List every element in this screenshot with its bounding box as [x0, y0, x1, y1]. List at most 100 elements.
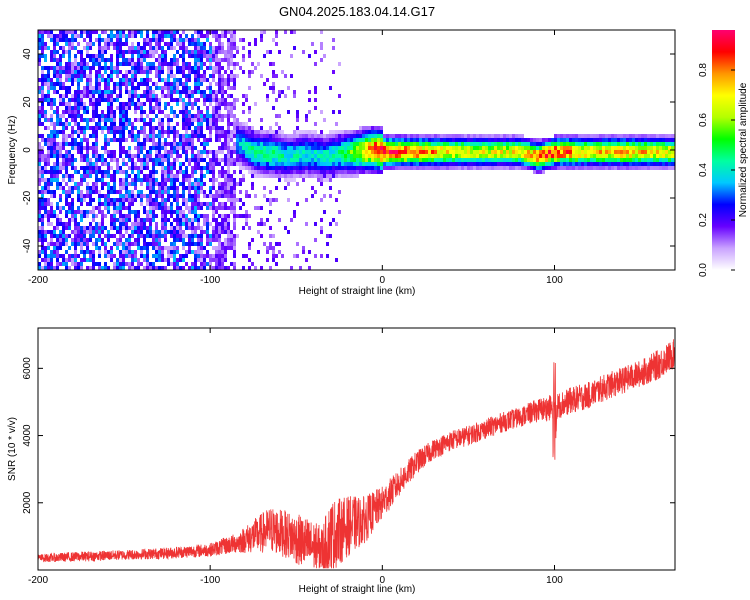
spectrogram-cell — [593, 162, 596, 166]
spectrogram-cell — [326, 178, 329, 182]
spectrogram-cell — [218, 202, 221, 206]
spectrogram-cell — [77, 122, 80, 126]
spectrogram-cell — [62, 30, 65, 34]
spectrogram-cell — [188, 246, 191, 250]
spectrogram-cell — [95, 142, 98, 146]
spectrogram-cell — [389, 154, 392, 158]
spectrogram-cell — [239, 206, 242, 210]
spectrogram-cell — [395, 166, 398, 170]
spectrogram-cell — [419, 150, 422, 154]
spectrogram-cell — [134, 258, 137, 262]
spectrogram-cell — [185, 250, 188, 254]
spectrogram-cell — [101, 202, 104, 206]
spectrogram-cell — [59, 146, 62, 150]
spectrogram-cell — [197, 58, 200, 62]
spectrogram-cell — [140, 82, 143, 86]
spectrogram-cell — [188, 198, 191, 202]
spectrogram-cell — [104, 126, 107, 130]
spectrogram-cell — [104, 86, 107, 90]
spectrogram-cell — [65, 166, 68, 170]
spectrogram-cell — [611, 162, 614, 166]
spectrogram-cell — [173, 130, 176, 134]
spectrogram-cell — [140, 146, 143, 150]
spectrogram-cell — [65, 38, 68, 42]
spectrogram-cell — [125, 198, 128, 202]
spectrogram-cell — [92, 214, 95, 218]
spectrogram-cell — [101, 154, 104, 158]
spectrogram-cell — [215, 230, 218, 234]
spectrogram-cell — [155, 154, 158, 158]
spectrogram-cell — [92, 218, 95, 222]
spectrogram-cell — [74, 54, 77, 58]
spectrogram-cell — [209, 242, 212, 246]
spectrogram-cell — [575, 150, 578, 154]
spectrogram-cell — [104, 202, 107, 206]
spectrogram-cell — [266, 78, 269, 82]
spectrogram-cell — [143, 82, 146, 86]
spectrogram-cell — [665, 134, 668, 138]
spectrogram-cell — [365, 134, 368, 138]
spectrogram-cell — [119, 194, 122, 198]
spectrogram-cell — [122, 78, 125, 82]
spectrogram-cell — [89, 134, 92, 138]
spectrogram-cell — [647, 154, 650, 158]
spectrogram-cell — [197, 154, 200, 158]
spectrogram-cell — [302, 170, 305, 174]
spectrogram-cell — [110, 102, 113, 106]
spectrogram-cell — [278, 242, 281, 246]
spectrogram-cell — [137, 234, 140, 238]
spectrogram-cell — [107, 38, 110, 42]
spectrogram-cell — [581, 134, 584, 138]
spectrogram-cell — [194, 202, 197, 206]
spectrogram-cell — [269, 126, 272, 130]
spectrogram-cell — [77, 194, 80, 198]
spectrogram-cell — [404, 138, 407, 142]
spectrogram-cell — [68, 58, 71, 62]
spectrogram-cell — [62, 54, 65, 58]
spectrogram-cell — [341, 146, 344, 150]
spectrogram-cell — [431, 166, 434, 170]
spectrogram-cell — [125, 78, 128, 82]
spectrogram-cell — [266, 218, 269, 222]
spectrogram-cell — [110, 126, 113, 130]
spectrogram-cell — [215, 134, 218, 138]
spectrogram-cell — [293, 138, 296, 142]
spectrogram-cell — [293, 142, 296, 146]
spectrogram-cell — [104, 30, 107, 34]
spectrogram-cell — [140, 130, 143, 134]
spectrogram-cell — [590, 166, 593, 170]
spectrogram-cell — [275, 134, 278, 138]
spectrogram-cell — [143, 70, 146, 74]
spectrogram-cell — [77, 150, 80, 154]
spectrogram-cell — [50, 86, 53, 90]
spectrogram-cell — [335, 174, 338, 178]
spectrogram-cell — [107, 46, 110, 50]
spectrogram-cell — [182, 110, 185, 114]
spectrogram-cell — [104, 114, 107, 118]
spectrogram-cell — [200, 226, 203, 230]
spectrogram-cell — [116, 30, 119, 34]
spectrogram-cell — [491, 166, 494, 170]
spectrogram-cell — [59, 78, 62, 82]
spectrogram-cell — [104, 38, 107, 42]
spectrogram-cell — [131, 66, 134, 70]
spectrogram-cell — [44, 190, 47, 194]
spectrogram-cell — [131, 138, 134, 142]
spectrogram-cell — [137, 54, 140, 58]
spectrogram-cell — [407, 162, 410, 166]
spectrogram-cell — [83, 102, 86, 106]
spectrogram-cell — [443, 162, 446, 166]
spectrogram-cell — [620, 158, 623, 162]
spectrogram-cell — [575, 146, 578, 150]
spectrogram-cell — [134, 222, 137, 226]
spectrogram-cell — [227, 42, 230, 46]
spectrogram-cell — [221, 30, 224, 34]
spectrogram-cell — [68, 70, 71, 74]
spectrogram-cell — [653, 154, 656, 158]
spectrogram-cell — [611, 138, 614, 142]
spectrogram-cell — [119, 90, 122, 94]
spectrogram-cell — [122, 74, 125, 78]
spectrogram-cell — [188, 146, 191, 150]
spectrogram-cell — [200, 126, 203, 130]
spectrogram-cell — [194, 78, 197, 82]
